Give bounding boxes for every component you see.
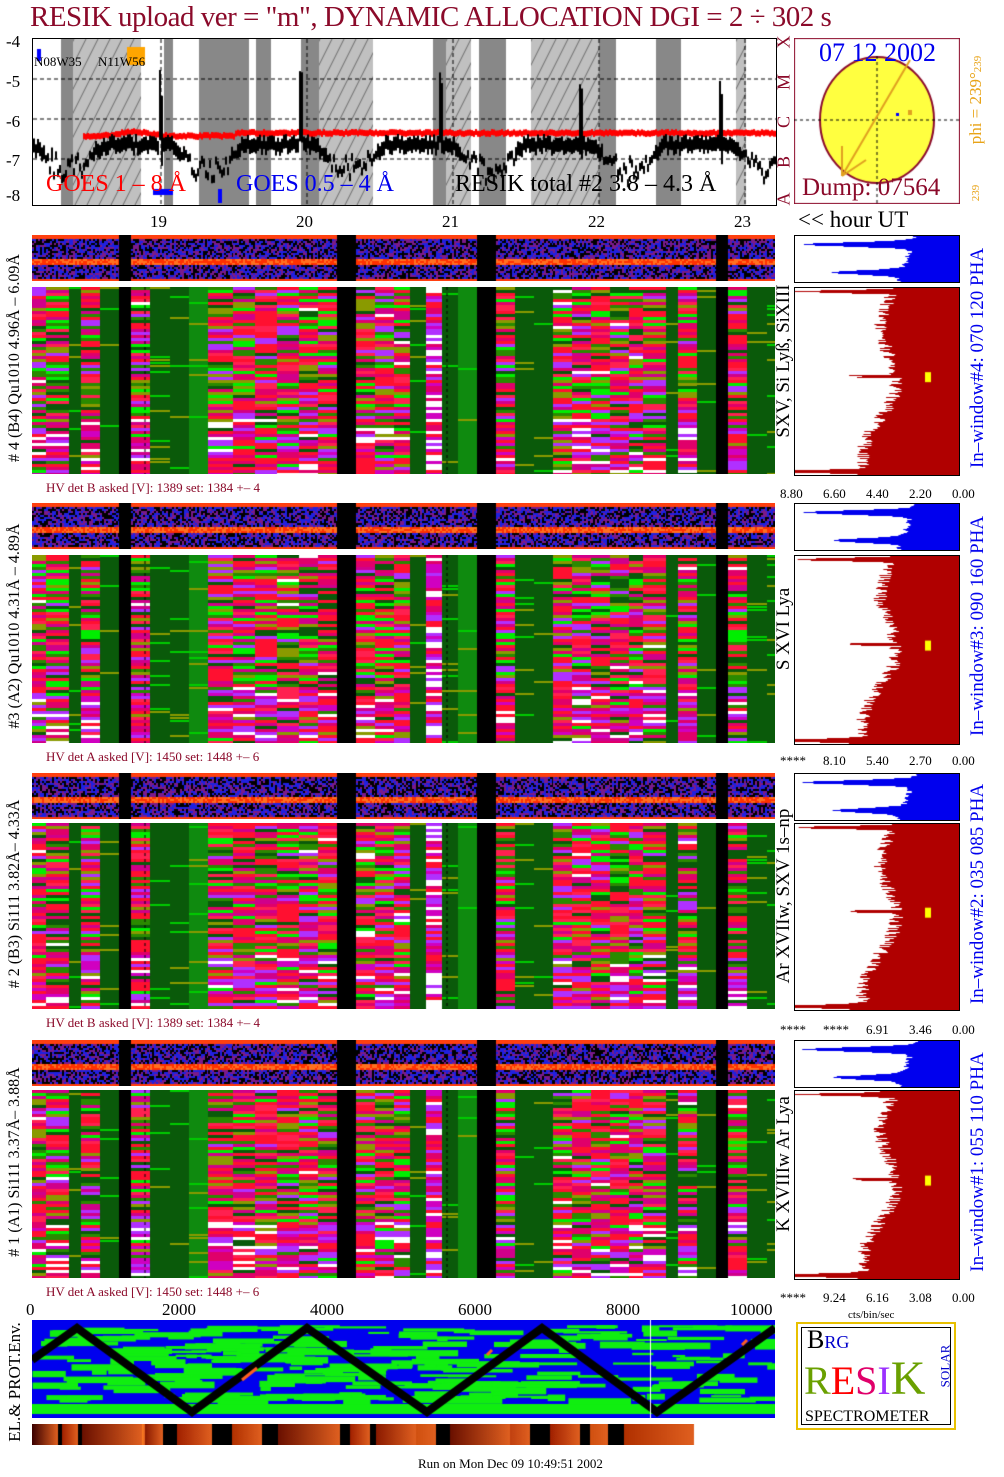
spectrum-strip: [32, 1040, 775, 1086]
pha-histogram: [794, 235, 960, 283]
pha-histogram: [794, 1040, 960, 1088]
region-label: N11W56: [98, 54, 146, 69]
bin-tick: 4000: [310, 1300, 344, 1319]
pha-histogram: [794, 503, 960, 551]
hv-status: HV det B asked [V]: 1389 set: 1384 +– 4: [46, 480, 260, 495]
bin-tick: 0: [26, 1300, 35, 1319]
hv-status: HV det A asked [V]: 1450 set: 1448 +– 6: [46, 749, 260, 764]
sun-date: 07 12 2002: [819, 38, 936, 67]
hv-status: HV det B asked [V]: 1389 set: 1384 +– 4: [46, 1015, 260, 1030]
spectrum-strip: [32, 503, 775, 549]
line-profile: [794, 287, 960, 476]
line-profile: [794, 1090, 960, 1280]
particle-environment-plot: [32, 1320, 775, 1418]
class-letter: C: [773, 115, 794, 129]
spectral-lines-label: Ar XVIIw, SXV 1s–np: [773, 808, 794, 984]
phi-label: phi = 239°239: [966, 56, 986, 145]
phi-bottom: 239: [970, 184, 982, 202]
dump-number: Dump: 07564: [802, 174, 941, 201]
bin-tick: 6000: [458, 1300, 492, 1319]
window-label: In–window#3: 090 160 PHA: [967, 515, 988, 737]
hv-status: HV det A asked [V]: 1450 set: 1448 +– 6: [46, 1284, 260, 1299]
profile-x-tick: 9.24: [823, 1290, 846, 1305]
class-letter: M: [773, 73, 794, 91]
profile-x-tick: 5.40: [866, 753, 889, 768]
spectral-lines-label: SXV, Si Lyß, SiXIII: [773, 283, 794, 438]
bin-tick: 8000: [606, 1300, 640, 1319]
profile-x-tick: ****: [780, 1022, 806, 1037]
spectrum-strip: [32, 773, 775, 819]
profile-x-tick: 8.10: [823, 753, 846, 768]
bin-tick: 2000: [162, 1300, 196, 1319]
hour-tick: 19: [150, 212, 167, 231]
spectrogram-image: [32, 555, 775, 743]
profile-x-tick: 0.00: [952, 753, 975, 768]
legend-goes-short: GOES 0.5 – 4 Å: [236, 171, 395, 197]
class-letter: X: [773, 35, 794, 49]
class-letter: A: [773, 192, 794, 206]
hour-axis-label: << hour UT: [798, 207, 909, 232]
spectral-lines-label: K XVIIIw Ar Lya: [773, 1096, 794, 1232]
class-letter: B: [773, 155, 794, 169]
page-title: RESIK upload ver = "m", DYNAMIC ALLOCATI…: [30, 1, 832, 33]
hour-tick: 23: [734, 212, 751, 231]
y-tick: -5: [6, 72, 21, 91]
window-label: In–window#2: 035 085 PHA: [967, 783, 988, 1005]
spectral-lines-label: S XVI Lya: [773, 587, 794, 671]
profile-x-tick: 6.16: [866, 1290, 889, 1305]
legend-resik-total: RESIK total #2 3.8 – 4.3 Å: [455, 171, 717, 197]
bin-tick: 10000: [730, 1300, 773, 1319]
goes-lightcurve-plot: [32, 38, 777, 206]
hour-tick: 22: [588, 212, 605, 231]
line-profile: [794, 823, 960, 1011]
hour-tick: 21: [442, 212, 459, 231]
phi-value: phi = 239°: [966, 72, 985, 145]
profile-x-tick: 3.46: [909, 1022, 932, 1037]
env-label: EL.& PROT.Env.: [5, 1322, 24, 1442]
pha-histogram: [794, 773, 960, 821]
run-timestamp: Run on Mon Dec 09 10:49:51 2002: [418, 1456, 603, 1471]
profile-x-tick: 0.00: [952, 1290, 975, 1305]
profile-x-tick: 4.40: [866, 486, 889, 501]
profile-x-tick: 8.80: [780, 486, 803, 501]
logo-caption: SPECTROMETER: [805, 1408, 930, 1425]
profile-x-tick: ****: [780, 1290, 806, 1305]
profile-x-tick: 2.20: [909, 486, 932, 501]
profile-x-tick: ****: [780, 753, 806, 768]
profile-x-tick: 3.08: [909, 1290, 932, 1305]
profile-x-tick: 2.70: [909, 753, 932, 768]
region-label: N08W35: [34, 54, 82, 69]
window-label: In–window#1: 055 110 PHA: [967, 1052, 988, 1272]
detector-label: # 1 (A1) Si111 3.37Å– 3.88Å: [6, 1067, 23, 1257]
logo-resik: RESIK: [804, 1352, 926, 1405]
resik-logo: BRG RESIK SOLAR SPECTROMETER: [796, 1322, 956, 1430]
spectrogram-image: [32, 823, 775, 1009]
logo-brg: BRG: [807, 1327, 850, 1354]
y-tick: -4: [6, 32, 21, 51]
phi-small: 239: [972, 55, 984, 73]
spectrogram-image: [32, 287, 775, 474]
detector-label: # 4 (B4) Qu1010 4.96Å – 6.09Å: [6, 253, 23, 462]
bin-unit: cts/bin/sec: [848, 1309, 895, 1321]
line-profile: [794, 555, 960, 745]
spectrogram-image: [32, 1090, 775, 1278]
environment-intensity-bar: [32, 1424, 775, 1445]
legend-goes-long: GOES 1 – 8 Å: [46, 171, 187, 197]
profile-x-tick: 0.00: [952, 486, 975, 501]
y-tick: -8: [6, 186, 21, 205]
detector-label: #3 (A2) Qu1010 4.31Å – 4.89Å: [6, 523, 23, 729]
y-tick: -7: [6, 151, 21, 170]
profile-x-tick: 0.00: [952, 1022, 975, 1037]
detector-label: # 2 (B3) Si111 3.82Å– 4.33Å: [6, 799, 23, 989]
hour-tick: 20: [296, 212, 313, 231]
logo-solar: SOLAR: [937, 1344, 951, 1388]
spectrum-strip: [32, 235, 775, 281]
y-tick: -6: [6, 112, 21, 131]
profile-x-tick: 6.60: [823, 486, 846, 501]
sun-disk-map: [794, 38, 960, 204]
profile-x-tick: 6.91: [866, 1022, 889, 1037]
profile-x-tick: ****: [823, 1022, 849, 1037]
window-label: In–window#4: 070 120 PHA: [967, 247, 988, 468]
